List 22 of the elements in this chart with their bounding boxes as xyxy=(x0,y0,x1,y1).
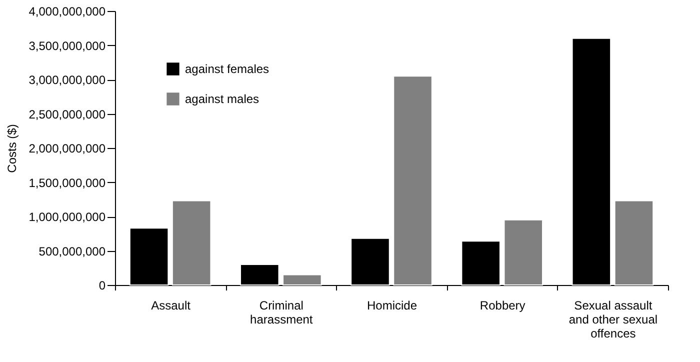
legend-label: against males xyxy=(185,92,260,106)
x-tick-label: Homicide xyxy=(366,298,418,312)
y-tick-label: 0 xyxy=(98,278,106,292)
y-axis-title: Costs ($) xyxy=(4,124,19,173)
bar xyxy=(504,219,544,286)
bar xyxy=(393,76,432,286)
y-tick-label: 3,000,000,000 xyxy=(28,73,106,87)
bar xyxy=(614,200,654,286)
y-tick-label: 500,000,000 xyxy=(38,244,106,258)
legend-label: against females xyxy=(185,62,270,76)
x-tick-label: Sexual assault and other sexual offences xyxy=(568,298,658,340)
x-tick-label: Robbery xyxy=(480,298,526,312)
y-tick-label: 4,000,000,000 xyxy=(28,4,106,18)
y-tick-label: 1,500,000,000 xyxy=(28,176,106,190)
bar xyxy=(282,274,322,286)
y-tick-label: 1,000,000,000 xyxy=(28,210,106,224)
y-tick-label: 2,000,000,000 xyxy=(28,142,106,156)
y-tick-label: 2,500,000,000 xyxy=(28,107,106,122)
x-tick-label: Assault xyxy=(151,298,192,312)
x-tick-label: Criminal harassment xyxy=(250,298,314,326)
bar xyxy=(172,200,212,286)
y-tick-label: 3,500,000,000 xyxy=(28,38,106,53)
